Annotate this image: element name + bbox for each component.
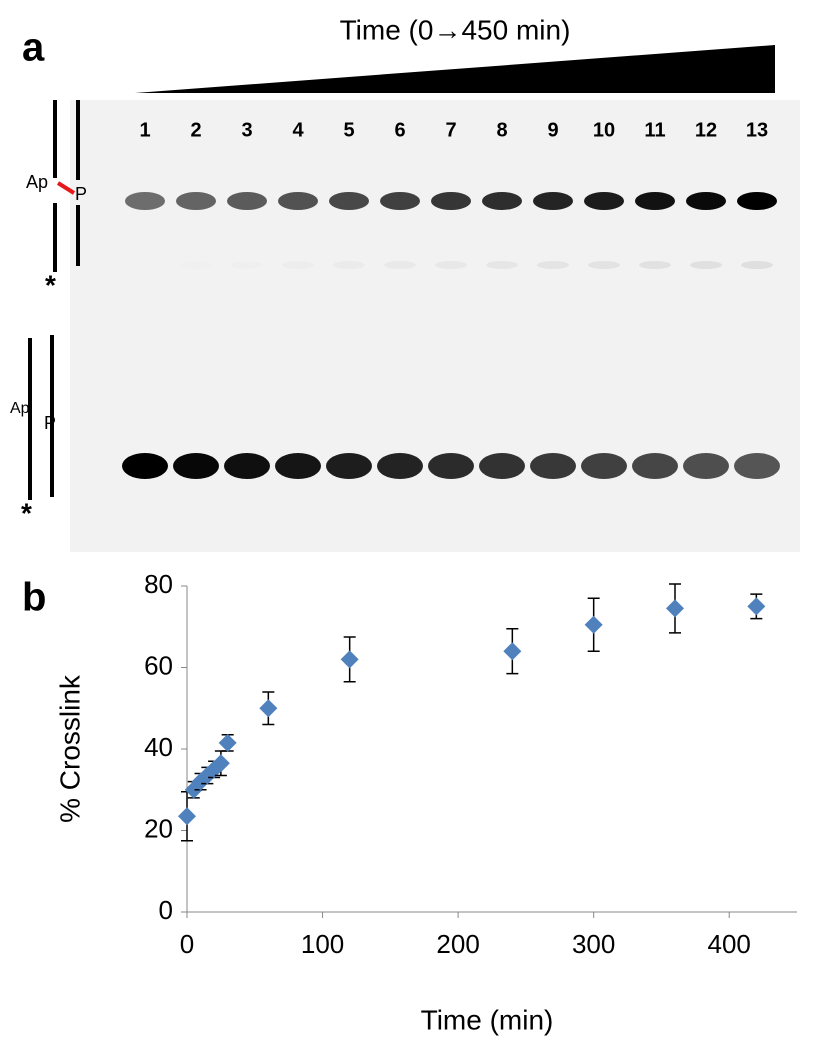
- gel-band: [482, 192, 522, 210]
- gel-band: [227, 192, 267, 210]
- strand-label: P: [44, 413, 56, 433]
- x-tick-label: 0: [180, 929, 194, 959]
- lane-number: 1: [139, 119, 150, 141]
- data-point: [666, 599, 684, 618]
- data-point: [503, 642, 522, 661]
- gel-band: [639, 261, 671, 269]
- gel-band: [479, 453, 525, 479]
- time-label: Time (0→450 min): [340, 14, 571, 45]
- gel: [70, 100, 800, 552]
- gel-band: [180, 261, 212, 269]
- strand-label: Ap: [10, 400, 30, 417]
- panel-label: b: [22, 576, 46, 620]
- y-axis-label: % Crosslink: [54, 674, 85, 823]
- gel-band: [435, 261, 467, 269]
- gel-band: [275, 453, 321, 479]
- x-axis-label: Time (min): [421, 1004, 554, 1035]
- y-tick-label: 40: [144, 732, 173, 762]
- gel-band: [380, 192, 420, 210]
- top-duplex: [53, 100, 80, 272]
- y-tick-label: 20: [144, 813, 173, 843]
- gel-band: [581, 453, 627, 479]
- gel-band: [278, 192, 318, 210]
- data-point: [178, 807, 196, 826]
- gel-band: [533, 192, 573, 210]
- gel-band: [588, 261, 620, 269]
- bottom-duplex: [28, 335, 54, 500]
- gel-band: [632, 453, 678, 479]
- gel-band: [384, 261, 416, 269]
- gel-band: [326, 453, 372, 479]
- gel-band: [224, 453, 270, 479]
- x-tick-label: 100: [301, 929, 344, 959]
- gel-band: [431, 192, 471, 210]
- lane-number: 7: [445, 119, 456, 141]
- gel-band: [737, 192, 777, 210]
- gel-band: [584, 192, 624, 210]
- gel-band: [741, 261, 773, 269]
- time-wedge: [135, 45, 775, 93]
- lane-number: 3: [241, 119, 252, 141]
- gel-band: [282, 261, 314, 269]
- gel-band: [537, 261, 569, 269]
- gel-band: [683, 453, 729, 479]
- data-point: [747, 597, 766, 616]
- lane-number: 6: [394, 119, 405, 141]
- strand-label: P: [75, 184, 87, 204]
- panel-label: a: [22, 26, 45, 70]
- lane-number: 11: [644, 119, 665, 141]
- gel-band: [686, 192, 726, 210]
- gel-band: [122, 453, 168, 479]
- gel-band: [125, 192, 165, 210]
- gel-band: [173, 453, 219, 479]
- gel-band: [176, 192, 216, 210]
- y-tick-label: 0: [159, 895, 173, 925]
- lane-number: 4: [292, 119, 304, 141]
- gel-band: [486, 261, 518, 269]
- crosslink: [56, 181, 76, 195]
- strand-label: Ap: [26, 172, 48, 192]
- x-tick-label: 400: [708, 929, 751, 959]
- star: *: [45, 269, 56, 300]
- data-point: [211, 754, 230, 773]
- gel-band: [690, 261, 722, 269]
- gel-band: [333, 261, 365, 269]
- y-tick-label: 80: [144, 569, 173, 599]
- lane-number: 10: [593, 119, 615, 141]
- lane-number: 12: [695, 119, 717, 141]
- star: *: [21, 497, 32, 528]
- lane-number: 5: [343, 119, 354, 141]
- x-tick-label: 300: [572, 929, 615, 959]
- data-point: [259, 699, 278, 718]
- gel-band: [734, 453, 780, 479]
- gel-band: [635, 192, 675, 210]
- y-tick-label: 60: [144, 650, 173, 680]
- data-point: [340, 650, 359, 669]
- gel-band: [231, 261, 263, 269]
- gel-band: [428, 453, 474, 479]
- data-point: [584, 615, 603, 634]
- lane-number: 13: [746, 119, 768, 141]
- lane-number: 2: [190, 119, 201, 141]
- lane-number: 8: [496, 119, 507, 141]
- gel-band: [377, 453, 423, 479]
- lane-number: 9: [547, 119, 558, 141]
- x-tick-label: 200: [436, 929, 479, 959]
- data-point: [218, 733, 237, 752]
- gel-band: [329, 192, 369, 210]
- gel-band: [530, 453, 576, 479]
